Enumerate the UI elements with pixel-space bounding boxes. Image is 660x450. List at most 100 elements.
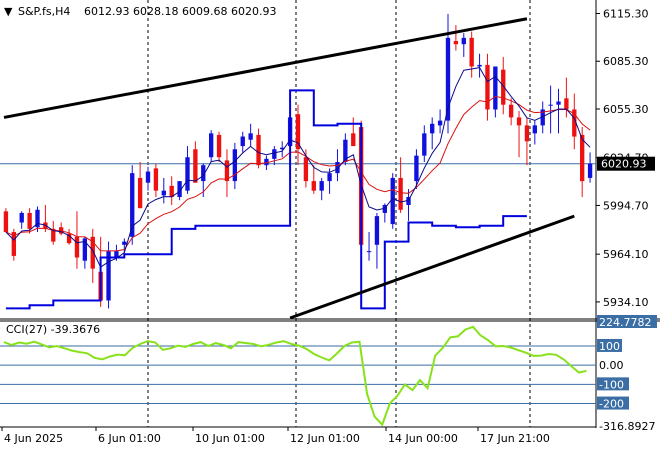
candle-body[interactable]: [224, 160, 230, 182]
cci-level-tag: [597, 338, 622, 352]
candle-body[interactable]: [374, 216, 380, 245]
candle-body[interactable]: [548, 104, 553, 106]
candle-body[interactable]: [248, 133, 253, 140]
candle-body[interactable]: [580, 134, 585, 182]
candle-body[interactable]: [82, 238, 88, 261]
price-tick-label: 5964.10: [603, 248, 649, 261]
candle-body[interactable]: [501, 69, 506, 105]
candle-body[interactable]: [137, 177, 143, 209]
candle-body[interactable]: [493, 66, 498, 110]
price-tick-label: 6115.30: [603, 7, 649, 20]
candle-body[interactable]: [280, 147, 285, 150]
candle-body[interactable]: [201, 165, 206, 182]
current-price-tag: [597, 156, 655, 171]
collapse-triangle-icon[interactable]: ▼: [4, 5, 13, 18]
symbol-label: S&P.fs,H4: [18, 5, 70, 18]
candle-body[interactable]: [366, 251, 372, 253]
candle-body[interactable]: [11, 232, 16, 256]
time-tick-label: 17 Jun 21:00: [480, 432, 550, 445]
cci-indicator-label: CCI(27) -39.3676: [6, 323, 100, 336]
candle-body[interactable]: [256, 134, 261, 166]
candle-body[interactable]: [311, 181, 316, 191]
candle-body[interactable]: [169, 185, 174, 198]
candle-body[interactable]: [485, 64, 490, 110]
candle-body[interactable]: [572, 109, 577, 137]
candle-body[interactable]: [232, 149, 238, 182]
cci-level-label: 100: [599, 340, 620, 353]
candle-body[interactable]: [177, 181, 182, 198]
candle-body[interactable]: [122, 241, 127, 245]
candle-body[interactable]: [66, 233, 72, 244]
candle-body[interactable]: [145, 171, 151, 183]
cci-level-label: -100: [599, 378, 624, 391]
cci-level-tag: [597, 315, 657, 328]
candle-body[interactable]: [351, 133, 356, 147]
candle-body[interactable]: [27, 212, 32, 229]
candle-body[interactable]: [74, 236, 80, 258]
candle-body[interactable]: [343, 139, 348, 162]
candle-body[interactable]: [564, 98, 569, 110]
candle-body[interactable]: [516, 117, 522, 126]
candle-body[interactable]: [469, 37, 474, 67]
candle-body[interactable]: [390, 177, 395, 225]
ohlc-readout: 6012.93 6028.18 6009.68 6020.93: [84, 5, 276, 18]
time-tick-label: 10 Jun 01:00: [195, 432, 265, 445]
candle-body[interactable]: [508, 104, 514, 118]
candle-body[interactable]: [51, 228, 56, 242]
candle-body[interactable]: [295, 114, 301, 150]
candle-body[interactable]: [303, 157, 309, 182]
candle-body[interactable]: [477, 64, 482, 67]
time-tick-label: 6 Jun 01:00: [98, 432, 161, 445]
candle-body[interactable]: [240, 136, 245, 147]
candle-body[interactable]: [90, 236, 95, 269]
candle-body[interactable]: [130, 173, 135, 237]
cci-level-tag: [597, 377, 629, 391]
candle-body[interactable]: [185, 157, 190, 191]
cci-line: [3, 325, 587, 427]
candle-body[interactable]: [540, 109, 545, 126]
candle-body[interactable]: [216, 134, 222, 158]
candle-body[interactable]: [587, 163, 593, 178]
candle-body[interactable]: [272, 149, 277, 159]
candle-body[interactable]: [437, 120, 443, 126]
upper-trendline[interactable]: [3, 17, 528, 119]
candle-body[interactable]: [208, 133, 214, 158]
candle-body[interactable]: [524, 125, 530, 142]
candle-body[interactable]: [532, 125, 537, 134]
candle-body[interactable]: [327, 173, 332, 182]
candle-body[interactable]: [422, 133, 427, 156]
candle-body[interactable]: [319, 181, 324, 191]
lower-trendline[interactable]: [289, 214, 575, 320]
trailing-stop-line: [5, 89, 527, 310]
candle-body[interactable]: [461, 37, 466, 45]
cci-level-tag: [597, 396, 629, 410]
candle-body[interactable]: [161, 190, 166, 196]
candle-body[interactable]: [556, 101, 561, 105]
candle-body[interactable]: [453, 41, 459, 45]
cci-level-label: 224.7782: [599, 316, 652, 329]
cci-level-label: -200: [599, 398, 624, 411]
candle-body[interactable]: [445, 37, 451, 121]
candle-body[interactable]: [19, 212, 24, 223]
candle-body[interactable]: [430, 123, 435, 134]
price-tick-label: 6085.30: [603, 55, 649, 68]
cci-level-label: -316.8927: [599, 420, 655, 433]
candle-body[interactable]: [35, 209, 40, 228]
time-tick-label: 4 Jun 2025: [4, 432, 63, 445]
fast-moving-average-line: [5, 67, 591, 268]
candle-body[interactable]: [382, 204, 388, 213]
candle-body[interactable]: [106, 251, 111, 301]
candle-body[interactable]: [406, 197, 411, 205]
candle-body[interactable]: [153, 168, 159, 191]
candle-body[interactable]: [264, 158, 269, 166]
candle-body[interactable]: [398, 177, 403, 210]
cci-level-label: 0.00: [599, 359, 624, 372]
candle-body[interactable]: [414, 155, 419, 182]
time-tick-label: 14 Jun 00:00: [388, 432, 458, 445]
candle-body[interactable]: [3, 211, 9, 233]
slow-moving-average-line: [5, 95, 591, 252]
candle-body[interactable]: [193, 149, 198, 183]
candle-body[interactable]: [114, 251, 119, 258]
candle-body[interactable]: [335, 162, 340, 174]
